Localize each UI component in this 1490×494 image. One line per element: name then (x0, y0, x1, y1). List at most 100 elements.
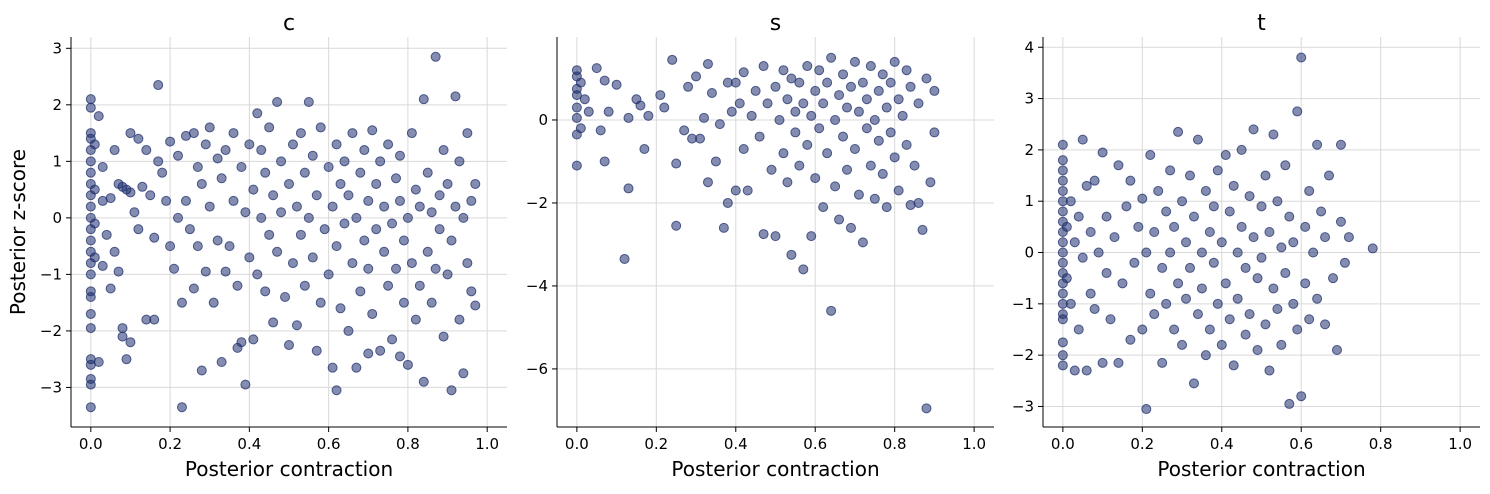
data-point (260, 167, 271, 178)
data-point (1061, 221, 1072, 232)
data-point (830, 181, 841, 192)
data-point (718, 222, 729, 233)
y-tick-label: −2 (1012, 346, 1034, 364)
data-point (1280, 268, 1291, 279)
data-point (929, 127, 940, 138)
data-point (873, 135, 884, 146)
data-point (1061, 273, 1072, 284)
data-point (1200, 350, 1211, 361)
data-point (85, 156, 96, 167)
y-tick-label: −3 (40, 378, 62, 396)
x-tick-label: 0.0 (565, 435, 589, 453)
data-point (394, 195, 405, 206)
data-point (422, 246, 433, 257)
data-point (782, 94, 793, 105)
data-point (921, 73, 932, 84)
data-point (671, 220, 682, 231)
data-point (192, 241, 203, 252)
data-point (470, 178, 481, 189)
y-tick-label: 4 (1024, 38, 1034, 56)
data-point (347, 258, 358, 269)
data-point (295, 128, 306, 139)
data-point (406, 258, 417, 269)
data-point (1260, 170, 1271, 181)
data-point (575, 77, 586, 88)
data-point (790, 127, 801, 138)
data-point (1224, 206, 1235, 217)
data-point (315, 297, 326, 308)
data-point (1065, 298, 1076, 309)
data-point (307, 252, 318, 263)
data-point (1073, 211, 1084, 222)
data-point (849, 56, 860, 67)
data-point (1081, 180, 1092, 191)
data-point (327, 201, 338, 212)
data-point (117, 331, 128, 342)
data-point (1105, 314, 1116, 325)
data-point (834, 90, 845, 101)
data-point (260, 286, 271, 297)
panel-s: 0.0 0.2 0.4 0.6 0.8 1.0 −6 −4 −2 0 s Posterior cont… (526, 11, 994, 481)
data-point (137, 181, 148, 192)
data-point (822, 77, 833, 88)
data-point (695, 133, 706, 144)
data-point (1260, 319, 1271, 330)
data-point (778, 148, 789, 159)
data-point (398, 297, 409, 308)
data-point (458, 212, 469, 223)
data-point (418, 94, 429, 105)
data-point (1117, 278, 1128, 289)
data-point (1173, 278, 1184, 289)
data-point (1216, 237, 1227, 248)
data-point (1268, 283, 1279, 294)
data-point (1320, 232, 1331, 243)
data-point (834, 214, 845, 225)
data-point (1284, 398, 1295, 409)
data-point (165, 136, 176, 147)
data-point (822, 148, 833, 159)
data-point (248, 184, 259, 195)
data-point (398, 235, 409, 246)
data-point (438, 145, 449, 156)
data-point (762, 98, 773, 109)
data-point (1113, 160, 1124, 171)
data-point (1304, 314, 1315, 325)
data-point (85, 102, 96, 113)
data-point (1085, 227, 1096, 237)
data-point (730, 77, 741, 88)
data-point (1192, 309, 1203, 320)
data-point (1208, 201, 1219, 212)
data-point (623, 112, 634, 123)
data-point (782, 177, 793, 188)
data-point (85, 235, 96, 246)
x-tick-label: 0.2 (158, 435, 182, 453)
data-point (379, 246, 390, 257)
data-point (726, 106, 737, 117)
data-point (240, 379, 251, 390)
data-point (659, 102, 670, 113)
data-point (1113, 357, 1124, 368)
data-point (1133, 221, 1144, 232)
y-tick-label: −6 (526, 360, 548, 378)
data-point (212, 153, 223, 164)
data-point (913, 197, 924, 208)
data-point (1308, 247, 1319, 258)
data-point (881, 102, 892, 113)
data-point (1188, 211, 1199, 222)
y-tick-label: 3 (1024, 90, 1034, 108)
data-point (679, 125, 690, 136)
data-point (426, 207, 437, 218)
data-point (141, 145, 152, 156)
data-point (323, 162, 334, 172)
data-point (438, 331, 449, 342)
data-point (603, 106, 614, 117)
data-point (212, 235, 223, 246)
data-point (454, 314, 465, 325)
x-tick-label: 1.0 (1448, 435, 1472, 453)
data-point (335, 303, 346, 314)
x-tick-label: 0.6 (803, 435, 827, 453)
data-point (359, 145, 370, 156)
data-point (1324, 170, 1335, 181)
data-point (1248, 124, 1259, 135)
